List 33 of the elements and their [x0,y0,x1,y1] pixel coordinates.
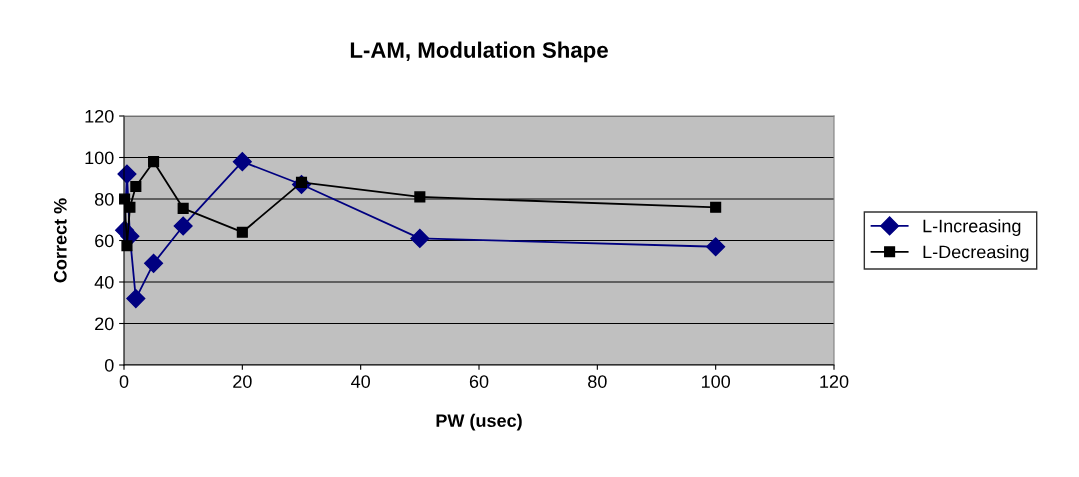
y-axis-title: Correct % [53,198,67,283]
legend-label: L-Increasing [923,219,1021,236]
point [710,201,722,213]
x-tick-label: 40 [351,375,370,388]
point [706,237,726,257]
point [124,201,136,213]
y-tick-label: 20 [95,317,114,331]
y-tick-label: 80 [94,192,114,206]
x-axis-title: PW (usec) [436,413,522,431]
x-tick-label: 120 [820,375,849,388]
x-tick-label: 80 [588,375,607,388]
x-tick-label: 20 [233,375,252,388]
x-tick-label: 0 [119,375,129,388]
y-tick-label: 0 [104,358,114,372]
x-tick-label: 100 [701,375,731,388]
y-tick-label: 100 [85,151,114,165]
point [414,191,426,203]
y-tick-label: 120 [85,109,114,123]
chart-title: L-AM, Modulation Shape [350,41,608,63]
y-tick-label: 40 [94,275,114,289]
point [232,152,252,172]
legend-label: L-Decreasing [923,245,1029,262]
point [410,228,430,248]
point [130,180,142,193]
point [173,216,193,236]
point [144,253,164,273]
point [121,240,133,252]
x-tick-label: 60 [469,375,489,388]
y-tick-label: 60 [95,234,114,248]
point [126,289,146,309]
point [236,226,248,238]
point [148,156,160,168]
point [177,202,189,214]
